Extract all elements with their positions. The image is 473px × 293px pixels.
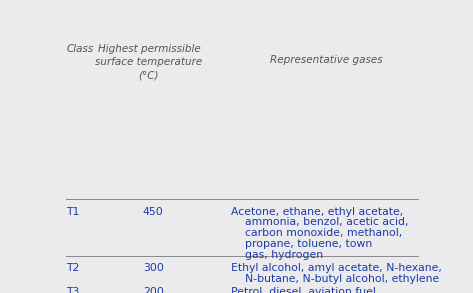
Text: 450: 450 [143, 207, 164, 217]
Text: Ethyl alcohol, amyl acetate, N-hexane,: Ethyl alcohol, amyl acetate, N-hexane, [231, 263, 442, 273]
Text: propane, toluene, town: propane, toluene, town [231, 239, 373, 249]
Text: Class: Class [66, 44, 94, 54]
Text: 200: 200 [143, 287, 164, 293]
Text: Highest permissible
surface temperature
(°C): Highest permissible surface temperature … [96, 44, 202, 81]
Text: Petrol, diesel, aviation fuel,: Petrol, diesel, aviation fuel, [231, 287, 380, 293]
Text: ammonia, benzol, acetic acid,: ammonia, benzol, acetic acid, [231, 217, 409, 227]
Text: T3: T3 [66, 287, 80, 293]
Text: Acetone, ethane, ethyl acetate,: Acetone, ethane, ethyl acetate, [231, 207, 403, 217]
Text: T1: T1 [66, 207, 80, 217]
Text: 300: 300 [143, 263, 164, 273]
Text: T2: T2 [66, 263, 80, 273]
Text: Representative gases: Representative gases [271, 55, 383, 65]
Text: gas, hydrogen: gas, hydrogen [231, 250, 324, 260]
Text: N-butane, N-butyl alcohol, ethylene: N-butane, N-butyl alcohol, ethylene [231, 274, 440, 284]
Text: carbon monoxide, methanol,: carbon monoxide, methanol, [231, 228, 403, 238]
